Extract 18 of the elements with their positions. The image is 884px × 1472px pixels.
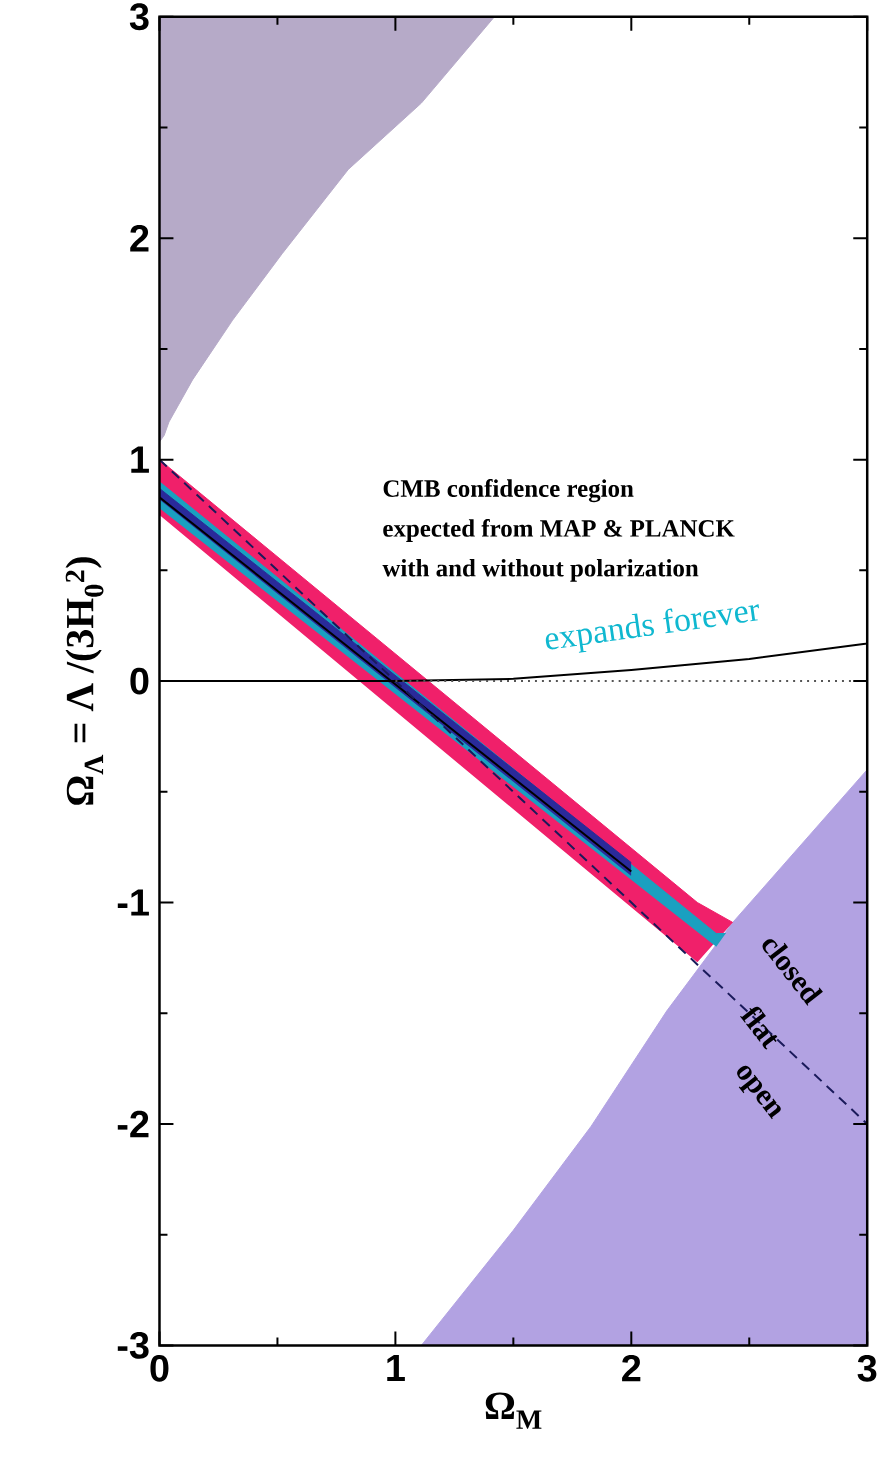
y-tick-label: -2 [117, 1110, 149, 1138]
y-tick-label: -3 [117, 1331, 149, 1359]
x-tick-label: 1 [387, 1354, 405, 1381]
y-tick-label: -1 [117, 889, 149, 916]
annotation: with and without polarization [382, 559, 699, 582]
y-axis-title: Ω$_{Λ}$ = Λ /(3H$_{0}$$^{2}$) [65, 557, 104, 805]
x-tick-label: 2 [622, 1354, 641, 1382]
y-tick-label: 0 [130, 667, 149, 695]
annotation: expected from MAP & PLANCK [383, 519, 735, 542]
annotation: flat [739, 1006, 778, 1050]
y-tick-label: 3 [129, 3, 149, 31]
annotation: expands forever [545, 604, 759, 653]
x-tick-label: 3 [857, 1354, 877, 1382]
y-tick-label: 2 [130, 224, 149, 252]
x-axis-title: Ω$_{M}$ [485, 1392, 542, 1429]
annotation: CMB confidence region [383, 479, 634, 503]
x-tick-label: 0 [150, 1354, 169, 1382]
y-tick-label: 1 [131, 446, 149, 473]
